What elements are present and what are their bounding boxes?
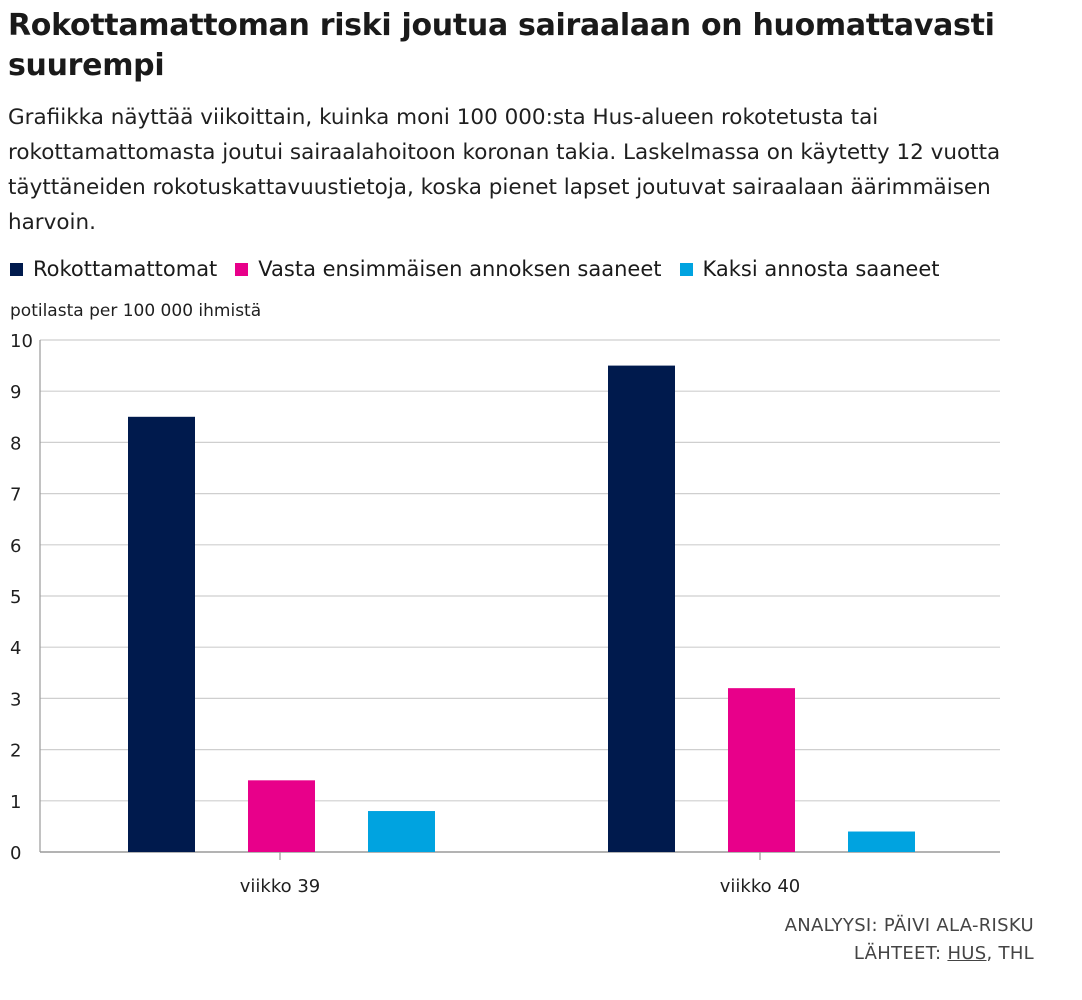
bar-chart: 0 1 2 3 4 5 6 7 8 9 10 viikko 39 viikko 40 xyxy=(10,331,1000,897)
y-tick-label: 3 xyxy=(10,689,21,710)
legend-label-unvaccinated: Rokottamattomat xyxy=(33,257,218,281)
legend: Rokottamattomat Vasta ensimmäisen annoks… xyxy=(10,257,958,281)
credits: ANALYYSI: PÄIVI ALA-RISKU LÄHTEET: HUS, … xyxy=(785,912,1034,968)
chart-title: Rokottamattoman riski joutua sairaalaan … xyxy=(8,8,995,83)
x-tick-label: viikko 40 xyxy=(720,876,801,897)
bar-first-dose xyxy=(728,688,795,852)
sources-rest: , THL xyxy=(986,943,1034,964)
legend-swatch-two-doses xyxy=(679,262,693,276)
legend-label-first-dose: Vasta ensimmäisen annoksen saaneet xyxy=(258,257,662,281)
legend-swatch-unvaccinated xyxy=(10,262,23,276)
bar-two-doses xyxy=(848,831,915,852)
bar-unvaccinated xyxy=(608,365,675,852)
y-tick-label: 1 xyxy=(10,792,21,813)
chart-subtitle: Grafiikka näyttää viikoittain, kuinka mo… xyxy=(8,105,1001,235)
legend-item-unvaccinated: Rokottamattomat xyxy=(10,257,217,281)
y-tick-label: 5 xyxy=(10,587,21,608)
y-tick-label: 0 xyxy=(10,843,21,864)
y-tick-label: 10 xyxy=(10,331,33,352)
y-tick-label: 6 xyxy=(10,536,21,557)
legend-label-two-doses: Kaksi annosta saaneet xyxy=(702,257,940,281)
sources-prefix: LÄHTEET: xyxy=(853,943,948,964)
sources-credit: LÄHTEET: HUS, THL xyxy=(785,940,1034,968)
y-tick-label: 9 xyxy=(10,382,21,403)
x-tick-label: viikko 39 xyxy=(240,876,321,897)
bar-two-doses xyxy=(368,811,435,852)
y-tick-label: 4 xyxy=(10,638,21,659)
source-link-hus[interactable]: HUS xyxy=(947,943,987,964)
legend-item-first-dose: Vasta ensimmäisen annoksen saaneet xyxy=(235,257,662,281)
y-tick-label: 7 xyxy=(10,485,21,506)
bar-first-dose xyxy=(248,780,315,852)
analysis-credit: ANALYYSI: PÄIVI ALA-RISKU xyxy=(784,915,1034,936)
y-tick-label: 8 xyxy=(10,433,21,454)
legend-swatch-first-dose xyxy=(235,262,249,276)
bar-unvaccinated xyxy=(128,416,195,852)
y-axis-label: potilasta per 100 000 ihmistä xyxy=(10,301,262,321)
legend-item-two-doses: Kaksi annosta saaneet xyxy=(679,257,940,281)
y-tick-label: 2 xyxy=(10,741,21,762)
